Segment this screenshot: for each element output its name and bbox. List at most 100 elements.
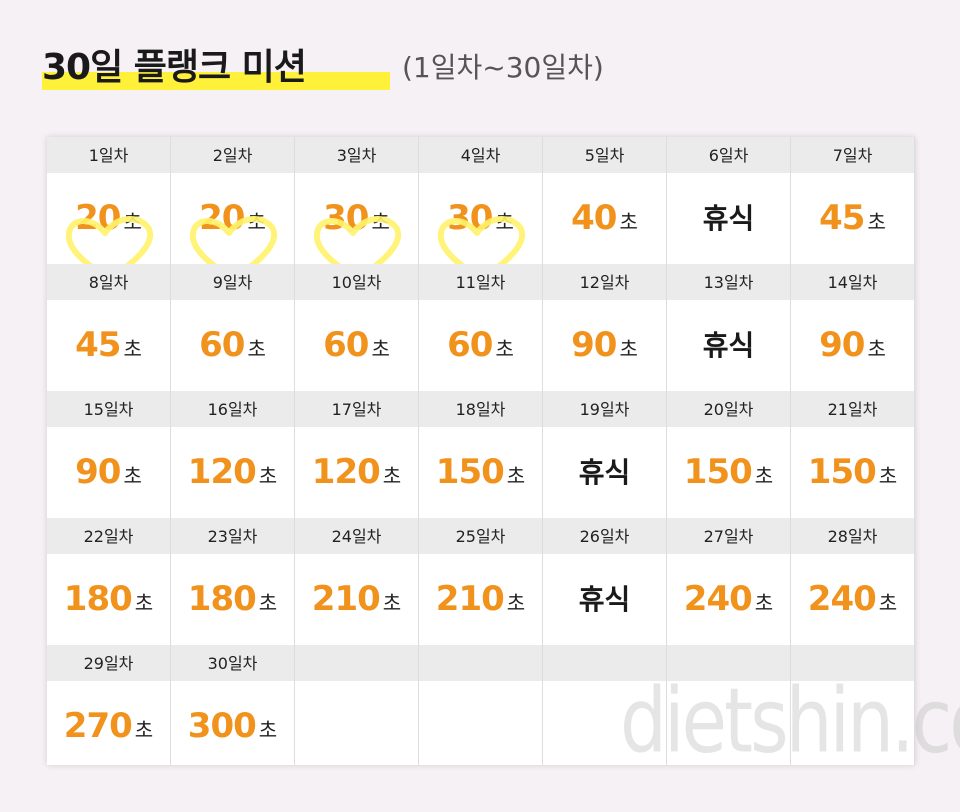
- day-cell: 7일차 45 초: [791, 137, 915, 264]
- title: 30일 플랭크 미션: [42, 47, 307, 88]
- day-cell: [791, 645, 915, 765]
- day-label: 17일차: [295, 391, 418, 427]
- day-cell: 5일차 40 초: [543, 137, 667, 264]
- day-label: 30일차: [171, 645, 294, 681]
- seconds: 150: [807, 452, 877, 492]
- day-label: 1일차: [47, 137, 170, 173]
- day-value: 150 초: [419, 427, 542, 518]
- unit: 초: [382, 591, 402, 615]
- day-cell: [295, 645, 419, 765]
- unit: 초: [506, 464, 526, 488]
- rest-label: 휴식: [578, 456, 631, 489]
- seconds: 45: [75, 325, 121, 365]
- header-bg: [543, 645, 666, 681]
- day-cell: 28일차 240 초: [791, 518, 915, 645]
- day-cell: 24일차 210 초: [295, 518, 419, 645]
- heart-doodle: [437, 216, 526, 282]
- seconds: 300: [187, 706, 257, 746]
- day-label: 15일차: [47, 391, 170, 427]
- heart-doodle: [313, 216, 402, 282]
- header-bg: [419, 645, 542, 681]
- day-cell: 23일차 180 초: [171, 518, 295, 645]
- unit: 초: [619, 337, 638, 361]
- day-cell: 4일차 30 초: [419, 137, 543, 282]
- unit: 초: [754, 591, 774, 615]
- day-cell: 8일차 45 초: [47, 264, 171, 391]
- day-cell: [419, 645, 543, 765]
- day-label: 5일차: [543, 137, 666, 173]
- day-label: 28일차: [791, 518, 914, 554]
- seconds: 120: [187, 452, 257, 492]
- unit: 초: [134, 718, 154, 742]
- unit: 초: [878, 591, 898, 615]
- day-label: 7일차: [791, 137, 914, 173]
- day-value: 150 초: [667, 427, 790, 518]
- day-cell: 2일차 20 초: [171, 137, 295, 282]
- day-label: 21일차: [791, 391, 914, 427]
- day-cell: 13일차 휴식: [667, 264, 791, 391]
- day-label: 18일차: [419, 391, 542, 427]
- watermark: dietshin.com: [620, 670, 960, 774]
- day-label: 26일차: [543, 518, 666, 554]
- day-cell: 22일차 180 초: [47, 518, 171, 645]
- day-value: 60 초: [295, 300, 418, 391]
- seconds: 60: [323, 325, 369, 365]
- day-value: 20 초: [171, 173, 294, 282]
- day-label: 13일차: [667, 264, 790, 300]
- title-highlight: [42, 72, 390, 90]
- seconds: 40: [571, 198, 617, 238]
- day-label: 27일차: [667, 518, 790, 554]
- seconds: 45: [819, 198, 865, 238]
- day-cell: 3일차 30 초: [295, 137, 419, 282]
- unit: 초: [258, 718, 278, 742]
- day-value: 90 초: [543, 300, 666, 391]
- unit: 초: [123, 464, 142, 488]
- day-value: 60 초: [419, 300, 542, 391]
- unit: 초: [123, 337, 142, 361]
- day-cell: 16일차 120 초: [171, 391, 295, 518]
- day-label: 12일차: [543, 264, 666, 300]
- day-value: 30 초: [419, 173, 542, 282]
- unit: 초: [867, 337, 886, 361]
- day-value: 180 초: [171, 554, 294, 645]
- day-label: 16일차: [171, 391, 294, 427]
- seconds: 180: [63, 579, 133, 619]
- seconds: 60: [447, 325, 493, 365]
- seconds: 90: [571, 325, 617, 365]
- day-cell: [667, 645, 791, 765]
- day-value: 60 초: [171, 300, 294, 391]
- day-cell: 20일차 150 초: [667, 391, 791, 518]
- day-label: 3일차: [295, 137, 418, 173]
- seconds: 180: [187, 579, 257, 619]
- seconds: 270: [63, 706, 133, 746]
- day-cell: 6일차 휴식: [667, 137, 791, 264]
- day-value: 45 초: [47, 300, 170, 391]
- unit: 초: [867, 210, 886, 234]
- day-value: 240 초: [667, 554, 790, 645]
- day-value: 90 초: [47, 427, 170, 518]
- day-label: 14일차: [791, 264, 914, 300]
- unit: 초: [754, 464, 774, 488]
- unit: 초: [247, 337, 266, 361]
- unit: 초: [371, 337, 390, 361]
- header-bg: [295, 645, 418, 681]
- heart-doodle: [65, 216, 154, 282]
- day-cell: [543, 645, 667, 765]
- day-cell: 29일차 270 초: [47, 645, 171, 765]
- day-label: 25일차: [419, 518, 542, 554]
- seconds: 60: [199, 325, 245, 365]
- seconds: 90: [75, 452, 121, 492]
- day-value: 240 초: [791, 554, 914, 645]
- unit: 초: [878, 464, 898, 488]
- day-label: 24일차: [295, 518, 418, 554]
- day-cell: 15일차 90 초: [47, 391, 171, 518]
- unit: 초: [506, 591, 526, 615]
- day-label: 23일차: [171, 518, 294, 554]
- unit: 초: [619, 210, 638, 234]
- seconds: 90: [819, 325, 865, 365]
- day-cell: 18일차 150 초: [419, 391, 543, 518]
- day-value: 20 초: [47, 173, 170, 282]
- header-bg: [667, 645, 790, 681]
- unit: 초: [258, 591, 278, 615]
